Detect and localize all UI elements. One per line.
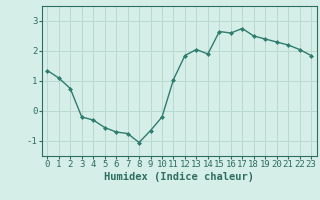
X-axis label: Humidex (Indice chaleur): Humidex (Indice chaleur): [104, 172, 254, 182]
